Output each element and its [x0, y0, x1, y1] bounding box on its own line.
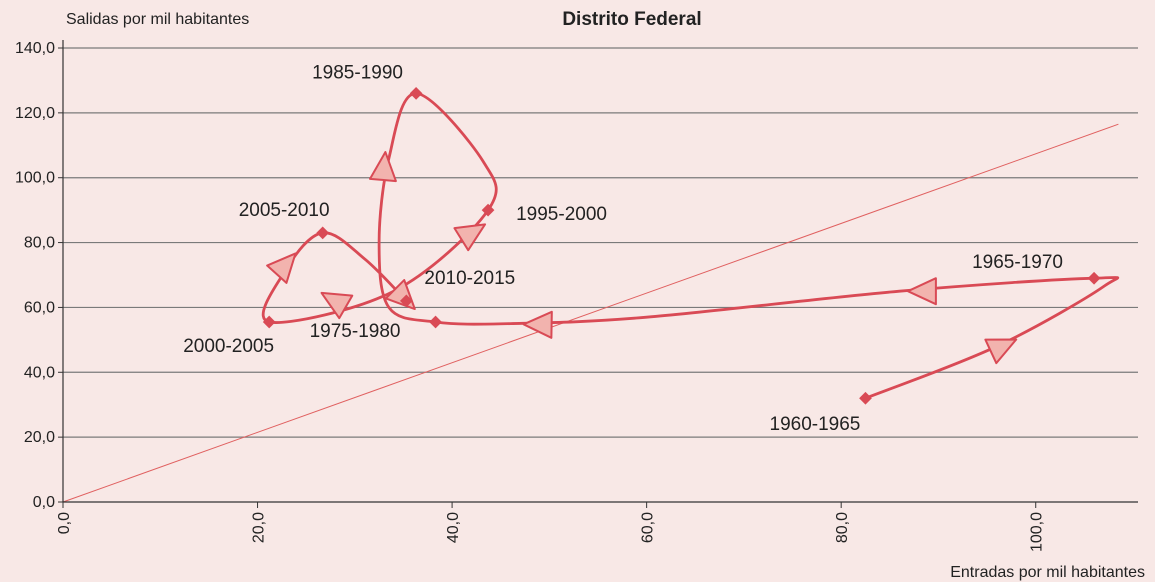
y-tick-label: 40,0 [24, 364, 55, 381]
y-axis-label: Salidas por mil habitantes [66, 11, 249, 28]
direction-arrow [522, 310, 553, 339]
y-tick-label: 20,0 [24, 429, 55, 446]
marker-layer [262, 87, 1101, 405]
direction-arrow [266, 252, 297, 284]
direction-arrow [369, 151, 397, 183]
y-tick-label: 0,0 [33, 494, 55, 511]
data-point-marker [429, 315, 442, 329]
data-point-marker [409, 87, 423, 100]
data-point-marker [316, 226, 330, 240]
data-point-label: 1985-1990 [312, 62, 403, 83]
data-point-label: 2000-2005 [183, 336, 274, 357]
data-point-marker [1087, 271, 1101, 285]
data-point-marker [859, 391, 872, 405]
x-tick-label: 40,0 [445, 512, 462, 543]
trajectory-line [261, 91, 1120, 400]
y-tick-label: 80,0 [24, 235, 55, 252]
direction-arrow [984, 338, 1018, 365]
data-point-label: 1975-1980 [310, 321, 401, 342]
data-point-marker [262, 315, 276, 329]
x-axis-label: Entradas por mil habitantes [950, 564, 1145, 581]
y-tick-label: 60,0 [24, 299, 55, 316]
grid-layer [63, 47, 1138, 438]
x-tick-label: 60,0 [640, 512, 657, 543]
trajectory-layer [261, 91, 1120, 400]
label-layer: 1960-1965 1965-1970 1975-1980 1985-1990 1995… [183, 62, 1063, 435]
data-point-label: 1960-1965 [770, 414, 861, 435]
direction-arrow [906, 277, 937, 306]
direction-arrow [320, 291, 354, 320]
axis-layer: 0,0 20,0 40,0 60,0 80,0 100,0 120,0 140,0 0,0 20,… [15, 40, 1138, 552]
data-point-label: 1965-1970 [972, 252, 1063, 273]
y-tick-label: 120,0 [15, 105, 55, 122]
data-point-label: 2005-2010 [239, 200, 330, 221]
reference-line-layer [62, 123, 1119, 503]
x-tick-label: 0,0 [56, 512, 73, 534]
data-point-label: 1995-2000 [516, 204, 607, 225]
data-point-marker [399, 294, 413, 308]
y-tick-label: 100,0 [15, 170, 55, 187]
data-point-marker [481, 203, 495, 217]
x-tick-label: 20,0 [251, 512, 268, 543]
direction-arrow [453, 223, 487, 252]
reference-line [62, 123, 1119, 503]
data-point-label: 2010-2015 [424, 268, 515, 289]
x-tick-label: 80,0 [834, 512, 851, 543]
x-tick-label: 100,0 [1029, 512, 1046, 552]
y-tick-label: 140,0 [15, 40, 55, 57]
chart-title: Distrito Federal [562, 9, 701, 30]
